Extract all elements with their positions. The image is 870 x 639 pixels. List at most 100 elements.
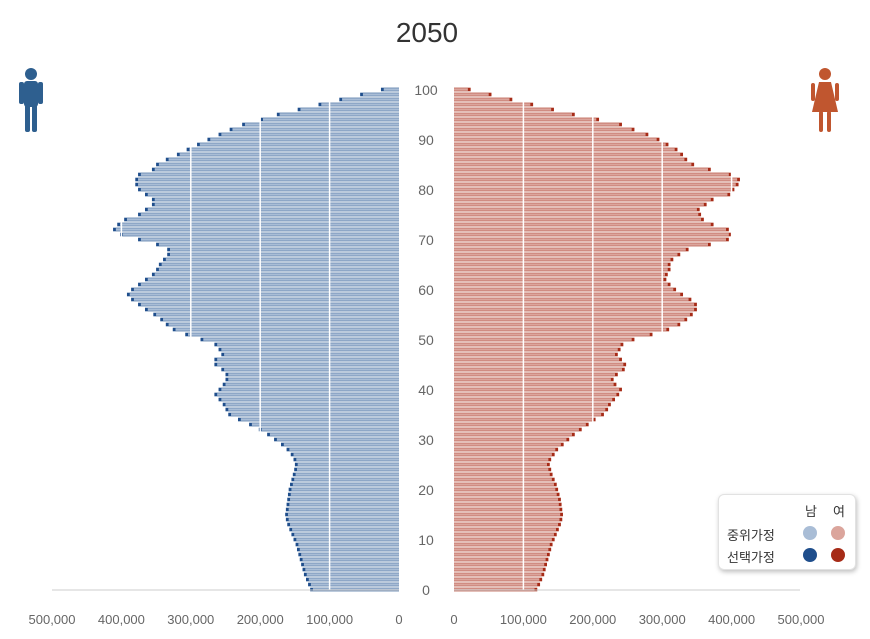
female-median-bar-age-65 [454,263,668,266]
age-tick: 10 [418,532,434,548]
female-median-bar-age-68 [454,248,686,251]
female-median-bar-age-100 [454,88,468,91]
female-median-bar-age-40 [454,388,620,391]
female-median-bar-age-94 [454,118,597,121]
male-median-bar-age-91 [221,133,399,136]
legend-dot-median-male [803,526,817,540]
male-median-bar-age-82 [138,178,399,181]
female-median-bar-age-76 [454,208,697,211]
male-median-bar-age-37 [225,403,399,406]
male-x-tick: 400,000 [98,612,145,627]
male-median-bar-age-89 [199,143,399,146]
female-median-bar-age-4 [454,568,543,571]
male-median-bar-age-39 [217,393,399,396]
female-median-bar-age-30 [454,438,567,441]
male-median-bar-age-83 [140,173,399,176]
female-median-bar-age-78 [454,198,711,201]
female-median-bar-age-14 [454,518,560,521]
male-median-bar-age-56 [147,308,399,311]
male-median-bar-age-20 [291,488,399,491]
female-median-bar-age-8 [454,548,549,551]
female-median-bar-age-7 [454,553,547,556]
male-median-bar-age-19 [290,493,399,496]
male-median-bar-age-2 [308,578,399,581]
female-median-bar-age-49 [454,343,621,346]
male-median-bar-age-10 [296,538,399,541]
male-median-bar-age-5 [303,563,399,566]
male-median-bar-age-17 [289,503,399,506]
female-median-bar-age-17 [454,503,559,506]
female-median-bar-age-16 [454,508,560,511]
age-tick: 20 [418,482,434,498]
male-median-bar-age-77 [154,203,399,206]
female-median-bar-age-92 [454,128,632,131]
female-median-bar-age-32 [454,428,579,431]
female-median-bar-age-24 [454,468,549,471]
male-median-bar-age-98 [342,98,399,101]
male-median-bar-age-25 [297,463,399,466]
female-median-bar-age-83 [454,173,729,176]
female-median-bar-age-96 [454,108,552,111]
age-tick: 70 [418,232,434,248]
legend-dot-median-female [831,526,845,540]
female-median-bar-age-53 [454,323,678,326]
male-median-bar-age-59 [129,293,399,296]
age-tick: 0 [422,582,430,598]
male-median-bar-age-49 [217,343,399,346]
age-tick: 80 [418,182,434,198]
age-axis-ticks: 0 10 20 30 40 50 60 70 80 90 100 [414,82,438,598]
age-tick: 40 [418,382,434,398]
female-median-bar-age-58 [454,298,689,301]
male-median-bar-age-44 [224,368,399,371]
female-median-bar-age-51 [454,333,650,336]
bars-layer [113,87,740,592]
male-median-bar-age-84 [154,168,399,171]
male-median-bar-age-34 [240,418,399,421]
female-median-bar-age-60 [454,288,674,291]
female-x-tick: 400,000 [708,612,755,627]
male-median-bar-age-41 [225,383,399,386]
male-median-bar-age-28 [289,448,399,451]
female-median-bar-age-33 [454,423,586,426]
chart-title: 2050 [396,17,458,48]
female-median-bar-age-57 [454,303,695,306]
female-median-bar-age-19 [454,493,557,496]
female-median-bar-age-89 [454,143,666,146]
male-median-bar-age-63 [154,273,399,276]
female-median-bar-age-10 [454,538,552,541]
male-median-bar-age-14 [288,518,399,521]
male-median-bar-age-18 [290,498,399,501]
male-median-bar-age-99 [362,93,399,96]
female-median-bar-age-81 [454,183,736,186]
female-median-bar-age-72 [454,228,727,231]
male-median-bar-age-24 [296,468,399,471]
male-median-bar-age-12 [292,528,399,531]
female-median-bar-age-11 [454,533,554,536]
female-median-bar-age-42 [454,378,611,381]
male-median-bar-age-31 [269,433,399,436]
male-median-bar-age-8 [299,548,399,551]
female-median-bar-age-77 [454,203,704,206]
age-tick: 30 [418,432,434,448]
female-x-tick: 300,000 [639,612,686,627]
female-x-tick: 200,000 [569,612,616,627]
female-median-bar-age-48 [454,348,618,351]
male-median-bar-age-11 [294,533,399,536]
female-median-bar-age-64 [454,268,668,271]
male-median-bar-age-30 [276,438,399,441]
male-median-bar-age-86 [168,158,399,161]
male-median-bar-age-67 [169,253,399,256]
female-median-bar-age-82 [454,178,738,181]
male-median-bar-age-15 [287,513,399,516]
female-median-bar-age-2 [454,578,540,581]
female-median-bar-age-23 [454,473,550,476]
female-x-axis-ticks: 0 100,000 200,000 300,000 400,000 500,00… [450,612,824,627]
male-median-bar-age-26 [296,458,399,461]
female-median-bar-age-62 [454,278,664,281]
female-median-bar-age-26 [454,458,549,461]
male-median-bar-age-68 [169,248,399,251]
male-median-bar-age-65 [161,263,399,266]
male-median-bar-age-35 [231,413,399,416]
male-median-bar-age-58 [133,298,399,301]
